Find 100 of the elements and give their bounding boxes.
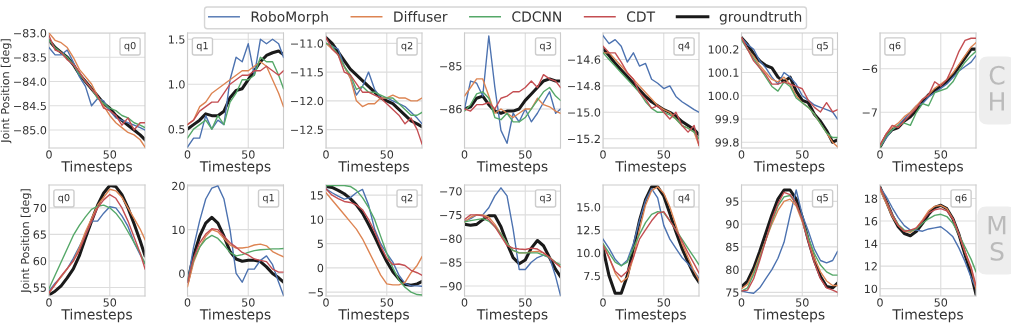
x-tick-label: 50 [657,150,671,159]
x-axis-title: Timesteps [892,160,963,175]
y-tick-label: −84.0 [14,77,47,86]
x-tick-label: 0 [184,150,191,159]
legend-label: CDCNN [512,11,561,22]
x-tick-label: 0 [738,298,745,307]
y-tick-label: 20 [172,181,185,191]
x-axis-title: Timesteps [753,308,825,323]
y-tick-label: −14.8 [568,81,601,91]
x-tick-label: 0 [184,298,191,307]
x-axis-title: Timesteps [61,160,132,175]
y-tick-label: 0 [317,263,324,273]
annotation: q4 [678,42,690,52]
x-tick-label: 50 [796,298,809,307]
y-tick-label: 10 [172,225,185,235]
y-tick-label: 85 [726,242,739,252]
y-tick-label: 95 [725,197,739,206]
x-tick-label: 50 [796,150,809,159]
x-axis-title: Timesteps [476,160,548,175]
y-tick-label: −85 [440,62,462,71]
x-tick-label: 0 [461,150,468,159]
x-tick-label: 50 [934,150,948,159]
y-tick-label: 10.0 [577,248,601,258]
y-tick-label: 14 [865,239,878,248]
annotation: q0 [124,41,136,52]
y-tick-label: 65 [33,230,46,239]
x-tick-label: 50 [934,298,948,307]
x-axis-title: Timesteps [338,160,409,175]
x-axis-title: Timesteps [199,308,271,323]
x-axis-title: Timesteps [615,308,686,323]
annotation: q0 [58,193,70,204]
x-tick-label: 50 [242,298,255,307]
y-tick-label: 0.5 [168,125,185,134]
y-tick-label: 15.0 [577,202,601,212]
y-tick-label: 60 [33,256,47,266]
y-tick-label: −14.6 [568,55,601,64]
y-tick-label: −86 [440,104,462,114]
y-tick-label: 1.0 [168,80,185,89]
x-axis-title: Timesteps [199,160,271,175]
y-tick-label: 5 [317,239,323,249]
y-tick-label: 55 [33,283,46,292]
annotation: q1 [262,194,274,204]
annotation: q6 [955,193,967,204]
y-tick-label: 16 [865,217,878,226]
y-tick-label: −80 [440,234,462,243]
y-tick-label: −11.5 [291,68,323,77]
annotation: q4 [678,194,690,204]
x-axis-title: Timesteps [61,308,132,323]
annotation: q6 [889,41,901,52]
x-tick-label: 50 [103,150,117,159]
x-tick-label: 50 [380,150,394,159]
annotation: q3 [539,193,551,204]
x-tick-label: 0 [461,298,468,307]
y-tick-label: −70 [440,187,462,196]
y-tick-label: −12.5 [291,125,323,134]
annotation: q5 [816,42,828,52]
y-tick-label: 10 [311,215,324,224]
y-axis-title: Joint Position [deg] [20,189,32,294]
y-tick-label: 80 [726,265,739,274]
y-tick-label: 0 [179,269,185,278]
y-tick-label: −85 [440,258,462,267]
x-axis-title: Timesteps [615,160,686,175]
x-tick-label: 50 [657,298,671,307]
x-axis-title: Timesteps [476,308,548,323]
y-tick-label: 7.5 [584,271,600,281]
annotation: q2 [401,193,413,204]
x-tick-label: 50 [103,298,117,307]
y-axis-title: Joint Position [deg] [0,39,12,144]
annotation: q3 [539,41,551,52]
y-tick-label: −90 [440,282,462,291]
annotation: q1 [196,42,208,52]
x-tick-label: 0 [738,150,745,159]
y-tick-label: −75 [440,211,462,220]
annotation: q2 [401,41,413,52]
y-tick-label: 100.1 [708,68,739,77]
y-tick-label: 99.8 [715,138,739,147]
y-tick-label: 75 [726,288,739,297]
x-axis-title: Timesteps [892,308,963,323]
x-tick-label: 50 [242,150,255,159]
annotation: q5 [816,194,828,204]
y-tick-label: −83.5 [14,53,46,62]
y-tick-label: −84.5 [14,101,46,111]
y-tick-label: 10 [865,284,878,294]
y-tick-label: 100.0 [708,91,739,101]
x-axis-title: Timesteps [338,308,409,323]
y-tick-label: 100.2 [708,45,739,54]
x-axis-title: Timesteps [753,160,825,175]
y-tick-label: 70 [33,203,47,213]
y-tick-label: 90 [725,220,739,229]
y-tick-label: −5 [308,288,323,297]
y-tick-label: −11.0 [291,39,324,48]
y-tick-label: 99.9 [715,114,739,124]
y-tick-label: 15 [311,191,323,200]
legend-label: groundtruth [719,11,802,25]
legend-label: RoboMorph [251,11,328,25]
y-tick-label: −15.0 [568,108,601,117]
y-tick-label: −85.0 [14,126,47,135]
x-tick-label: 50 [380,298,394,307]
y-tick-label: −83.0 [14,28,47,38]
y-tick-label: −15.2 [568,134,600,144]
